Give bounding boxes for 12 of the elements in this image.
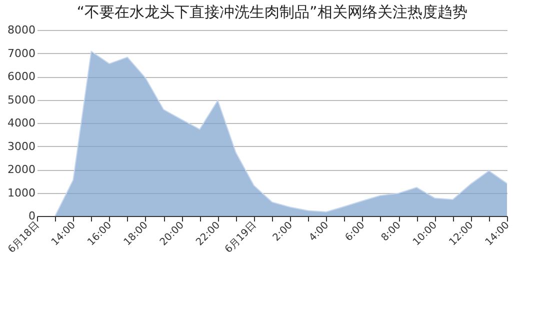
- y-tick-label: 0: [28, 210, 36, 222]
- y-tick-label: 1000: [8, 186, 36, 200]
- x-tick-label: 6月18日: [6, 220, 42, 256]
- x-tick-label: 6月19日: [223, 220, 259, 256]
- y-tick-label: 2000: [8, 163, 36, 176]
- y-tick-label: 3000: [8, 140, 36, 153]
- y-tick-label: 5000: [8, 93, 36, 106]
- y-tick-label: 7000: [8, 46, 36, 60]
- y-tick-label: 8000: [8, 24, 36, 36]
- y-tick-label: 6000: [8, 70, 36, 83]
- chart-title: “不要在水龙头下直接冲洗生肉制品”相关网络关注热度趋势: [76, 3, 468, 21]
- y-tick-label: 4000: [8, 116, 36, 130]
